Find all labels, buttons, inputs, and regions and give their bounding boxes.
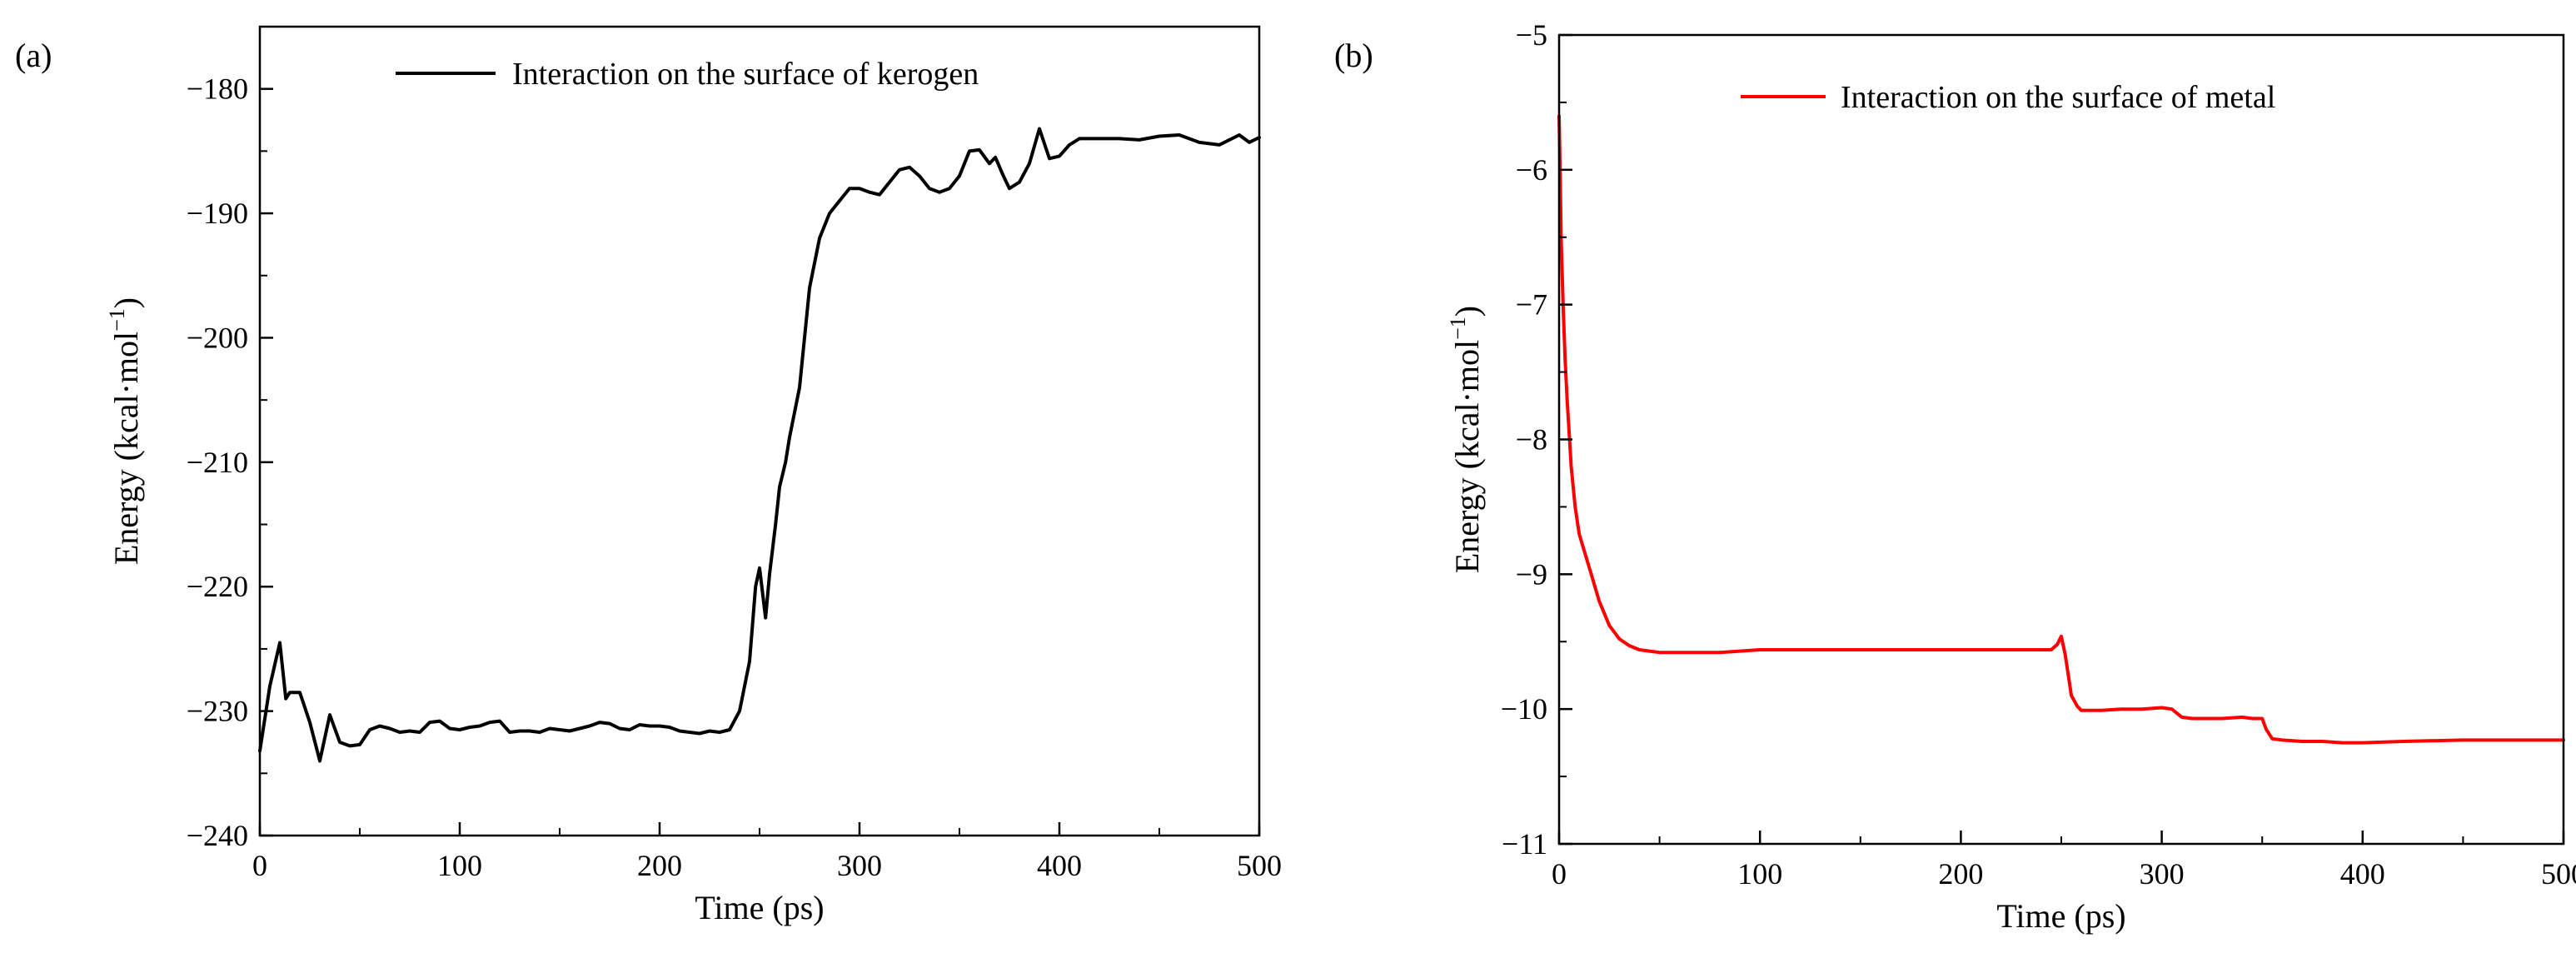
y-axis-title-end: ) [107,297,145,308]
y-tick-label: −180 [187,72,248,106]
panel-a: (a) 0 100 200 300 400 500 −240 −230 −220 −210 −200 −… [15,25,1282,926]
y-tick-label: −7 [1516,288,1547,322]
x-tick-label: 200 [1938,857,1983,891]
y-tick-label: −230 [187,695,248,728]
x-tick-label: 0 [1552,857,1567,891]
y-tick-label: −240 [187,819,248,852]
y-axis-title: Energy (kcal·mol−1) [1446,306,1486,573]
x-tick-label: 0 [252,849,267,882]
y-tick-label: −220 [187,570,248,603]
y-tick-label: −11 [1502,827,1547,861]
y-tick-label: −210 [187,446,248,479]
x-tick-label: 100 [1737,857,1782,891]
y-axis-title: Energy (kcal·mol−1) [105,297,145,565]
y-tick-label: −200 [187,321,248,354]
y-tick-label: −6 [1516,153,1547,187]
series-line-0 [1557,114,2565,745]
x-tick-label: 300 [837,849,882,882]
y-axis-title-sup: −1 [105,308,129,332]
legend-label: Interaction on the surface of metal [1841,80,2275,115]
panel-label: (a) [15,37,52,74]
panel-b: (b) 0 100 200 300 400 500 −11 −10 −9 −8 −7 −6 −5 Time … [1334,18,2576,935]
y-tick-label: −8 [1516,423,1547,457]
y-axis-title-end: ) [1448,306,1486,317]
x-tick-label: 500 [2541,857,2576,891]
y-axis-title-main: Energy (kcal·mol [1448,340,1486,573]
x-tick-label: 300 [2140,857,2185,891]
y-axis-title-main: Energy (kcal·mol [107,332,145,565]
x-tick-label: 500 [1237,849,1282,882]
x-tick-label: 200 [637,849,682,882]
y-tick-label: −190 [187,197,248,230]
y-tick-label: −10 [1501,692,1547,726]
legend-label: Interaction on the surface of kerogen [512,57,979,92]
x-tick-label: 100 [437,849,482,882]
panel-label: (b) [1334,37,1373,74]
x-tick-label: 400 [1037,849,1082,882]
x-tick-label: 400 [2340,857,2385,891]
x-axis-title: Time (ps) [1996,897,2125,935]
series-line-0 [258,127,1261,763]
y-tick-label: −5 [1516,18,1547,52]
y-axis-title-sup: −1 [1446,317,1470,340]
y-tick-label: −9 [1516,557,1547,591]
x-axis-title: Time (ps) [695,889,824,926]
